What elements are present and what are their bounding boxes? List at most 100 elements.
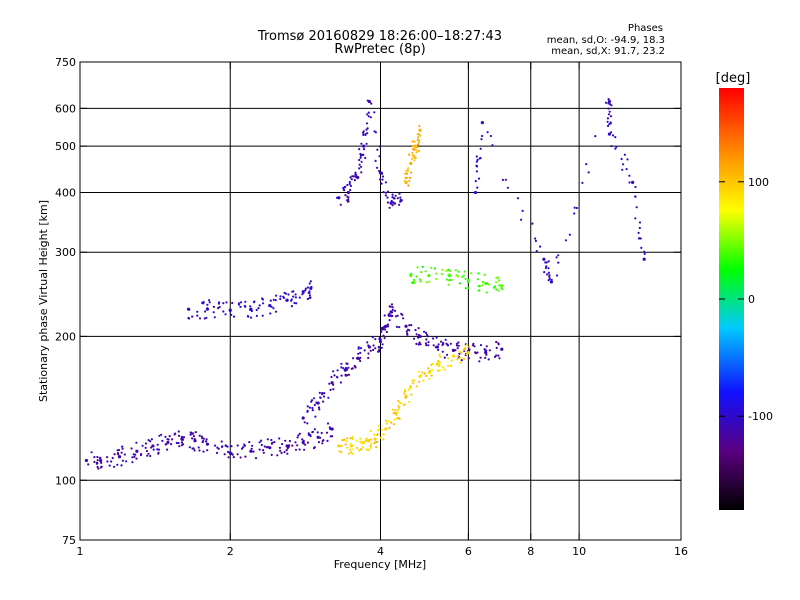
data-point: [306, 441, 309, 444]
data-point: [189, 431, 192, 434]
data-point: [466, 287, 469, 290]
data-point: [441, 268, 444, 271]
data-point: [366, 113, 369, 116]
data-point: [376, 440, 379, 444]
data-point: [483, 273, 486, 276]
data-point: [535, 250, 538, 253]
data-point: [350, 451, 353, 454]
data-point: [214, 444, 217, 447]
data-point: [607, 102, 610, 105]
data-point: [307, 433, 310, 436]
data-point: [349, 184, 352, 188]
data-point: [180, 441, 183, 444]
data-point: [361, 446, 365, 449]
data-point: [437, 369, 440, 372]
data-point: [606, 124, 610, 128]
data-point: [349, 176, 352, 179]
data-point: [607, 107, 610, 110]
data-point: [268, 446, 272, 450]
data-point: [349, 448, 352, 451]
data-point: [270, 453, 273, 456]
data-point: [416, 266, 419, 269]
data-point: [361, 442, 364, 445]
data-point: [273, 441, 276, 444]
data-point: [202, 300, 205, 304]
data-point: [377, 429, 380, 432]
data-point: [157, 448, 160, 451]
data-point: [431, 362, 434, 365]
data-point: [381, 175, 385, 178]
data-point: [587, 171, 590, 174]
data-point: [356, 446, 359, 450]
data-point: [464, 277, 467, 280]
data-point: [457, 275, 460, 278]
data-point: [459, 361, 462, 364]
data-point: [477, 177, 481, 180]
data-point: [358, 163, 361, 166]
data-point: [298, 296, 301, 299]
data-point: [328, 382, 331, 385]
data-point: [364, 133, 367, 136]
data-point: [229, 310, 232, 313]
data-point: [458, 282, 461, 285]
data-point: [516, 197, 520, 200]
data-point: [290, 305, 293, 308]
data-point: [475, 164, 478, 167]
data-point: [340, 366, 343, 369]
data-point: [458, 350, 461, 353]
data-point: [610, 131, 613, 134]
data-point: [332, 383, 335, 386]
data-point: [387, 313, 390, 316]
data-point: [428, 372, 432, 375]
data-point: [360, 171, 363, 174]
data-point: [382, 433, 385, 436]
data-point: [125, 460, 128, 463]
colorbar-tick-label: -100: [748, 410, 773, 423]
data-point: [609, 115, 613, 118]
data-point: [112, 465, 116, 468]
data-point: [275, 294, 278, 297]
data-point: [506, 186, 509, 189]
data-point: [610, 145, 613, 148]
grid: [80, 62, 681, 540]
data-point: [420, 271, 423, 274]
data-point: [447, 268, 450, 271]
data-point: [296, 444, 299, 447]
data-point: [463, 357, 466, 360]
data-point: [409, 161, 413, 166]
y-tick-label: 75: [62, 534, 76, 547]
data-point: [372, 344, 375, 347]
data-point: [495, 354, 498, 357]
data-point: [363, 349, 366, 352]
data-point: [204, 310, 207, 313]
x-tick-label: 8: [527, 545, 534, 558]
data-point: [391, 193, 394, 196]
data-point: [418, 380, 421, 384]
data-point: [365, 122, 369, 125]
y-tick-label: 750: [55, 56, 76, 69]
data-point: [90, 451, 93, 454]
data-point: [311, 406, 314, 410]
data-point: [405, 169, 408, 172]
data-point: [370, 442, 373, 445]
data-point: [448, 273, 451, 276]
data-point: [389, 305, 392, 308]
data-point: [376, 148, 379, 151]
data-point: [346, 195, 349, 198]
data-point: [318, 408, 321, 411]
data-point: [638, 221, 642, 224]
data-point: [99, 458, 103, 463]
data-point: [475, 160, 478, 163]
data-point: [206, 449, 209, 452]
data-point: [421, 371, 424, 374]
data-point: [336, 369, 339, 372]
data-point: [388, 319, 391, 322]
chart-subtitle: RwPretec (8p): [334, 42, 425, 57]
data-point: [258, 448, 261, 451]
data-point: [111, 456, 114, 460]
data-point: [167, 438, 170, 441]
data-point: [390, 314, 393, 317]
y-tick-label: 100: [55, 474, 76, 487]
data-point: [304, 443, 307, 446]
y-tick-label: 300: [55, 246, 76, 259]
